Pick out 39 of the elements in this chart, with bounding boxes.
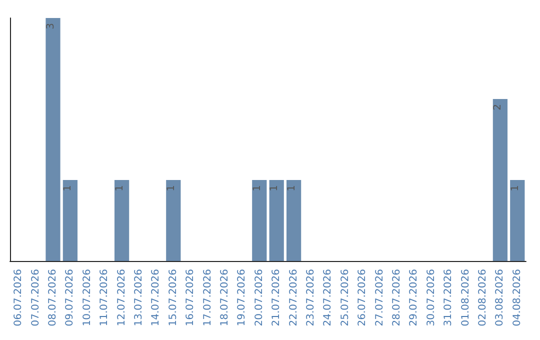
- data-label: 1: [510, 185, 521, 192]
- x-tick-label: 19.07.2026: [236, 269, 248, 326]
- data-label: 1: [252, 185, 263, 192]
- x-tick-label: 24.07.2026: [322, 269, 334, 326]
- x-tick-label: 10.07.2026: [82, 269, 93, 326]
- x-tick-label: 21.07.2026: [271, 269, 282, 326]
- data-label: 1: [114, 185, 126, 192]
- x-tick-label: 31.07.2026: [443, 269, 454, 326]
- x-tick-label: 23.07.2026: [306, 269, 316, 326]
- x-tick-label: 01.08.2026: [460, 269, 472, 326]
- x-tick-label: 20.07.2026: [254, 269, 265, 326]
- data-label: 3: [46, 23, 56, 30]
- x-tick-label: 04.08.2026: [512, 269, 523, 326]
- data-label: 1: [269, 185, 280, 192]
- x-tick-label: 15.07.2026: [168, 269, 179, 326]
- x-tick-label: 28.07.2026: [392, 269, 402, 326]
- x-tick-label: 27.07.2026: [374, 269, 386, 326]
- x-tick-label: 16.07.2026: [185, 269, 196, 326]
- x-tick-label: 12.07.2026: [116, 269, 128, 326]
- x-tick-label: 03.08.2026: [494, 269, 506, 326]
- data-label: 2: [492, 104, 504, 110]
- x-tick-label: 14.07.2026: [150, 269, 162, 326]
- x-tick-label: 09.07.2026: [64, 269, 76, 326]
- x-tick-label: 30.07.2026: [426, 269, 437, 326]
- x-tick-label: 13.07.2026: [134, 269, 144, 326]
- x-tick-label: 25.07.2026: [340, 269, 351, 326]
- data-label: 1: [62, 185, 74, 192]
- x-tick-label: 02.08.2026: [478, 269, 488, 326]
- x-tick-label: 08.07.2026: [48, 269, 58, 326]
- x-tick-label: 07.07.2026: [30, 269, 42, 326]
- x-tick-label: 06.07.2026: [13, 269, 24, 326]
- data-label: 1: [286, 185, 298, 192]
- x-tick-label: 18.07.2026: [220, 269, 230, 326]
- x-tick-label: 26.07.2026: [357, 269, 368, 326]
- x-tick-label: 17.07.2026: [202, 269, 214, 326]
- x-tick-label: 22.07.2026: [288, 269, 300, 326]
- x-tick-label: 29.07.2026: [408, 269, 420, 326]
- data-label: 1: [166, 185, 177, 192]
- x-tick-label: 11.07.2026: [99, 269, 110, 326]
